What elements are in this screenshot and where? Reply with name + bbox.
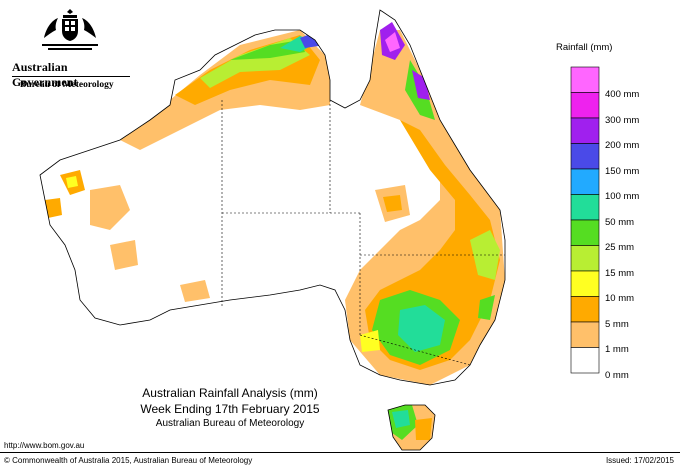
coat-of-arms-icon [42, 9, 98, 50]
legend-swatch [570, 321, 600, 348]
map-period: Week Ending 17th February 2015 [140, 402, 320, 416]
legend-label: 0 mm [605, 369, 629, 381]
legend-label: 300 mm [605, 114, 640, 126]
legend-swatch [570, 245, 600, 272]
tasmania-coastline [387, 404, 436, 451]
legend-swatch [570, 168, 600, 195]
legend-label: 5 mm [605, 318, 629, 330]
coastline [39, 9, 506, 386]
legend-swatch [570, 66, 600, 93]
agency-name: Bureau of Meteorology [20, 80, 114, 90]
map-source: Australian Bureau of Meteorology [155, 418, 305, 429]
legend-label: 10 mm [605, 293, 635, 304]
legend-swatch [570, 117, 600, 144]
issued-date: Issued: 17/02/2015 [605, 456, 674, 465]
map-title-block: Australian Rainfall Analysis (mm) Week E… [130, 385, 330, 430]
legend-title: Rainfall (mm) [556, 42, 613, 53]
legend-label: 400 mm [605, 89, 640, 100]
legend-label: 1 mm [605, 344, 629, 355]
legend-swatch [570, 296, 600, 323]
legend-label: 50 mm [605, 216, 635, 228]
government-title: Australian Government [12, 60, 78, 89]
legend-label: 15 mm [605, 267, 635, 279]
rainfall-shading [45, 22, 505, 385]
source-url: http://www.bom.gov.au [4, 441, 85, 450]
legend-label: 100 mm [605, 191, 640, 202]
legend-label: 200 mm [605, 140, 640, 151]
header-divider [12, 76, 130, 77]
copyright-text: © Commonwealth of Australia 2015, Austra… [4, 456, 253, 465]
map-title: Australian Rainfall Analysis (mm) [142, 386, 318, 400]
footer-divider [0, 452, 680, 453]
legend-swatch [570, 270, 600, 297]
legend-label: 150 mm [605, 165, 640, 177]
legend-swatch [570, 143, 600, 170]
legend-swatch [570, 219, 600, 246]
legend-swatch [570, 92, 600, 119]
legend-swatch [570, 194, 600, 221]
legend-swatch [570, 347, 600, 374]
state-borders [221, 100, 505, 366]
legend-label: 25 mm [605, 242, 635, 253]
